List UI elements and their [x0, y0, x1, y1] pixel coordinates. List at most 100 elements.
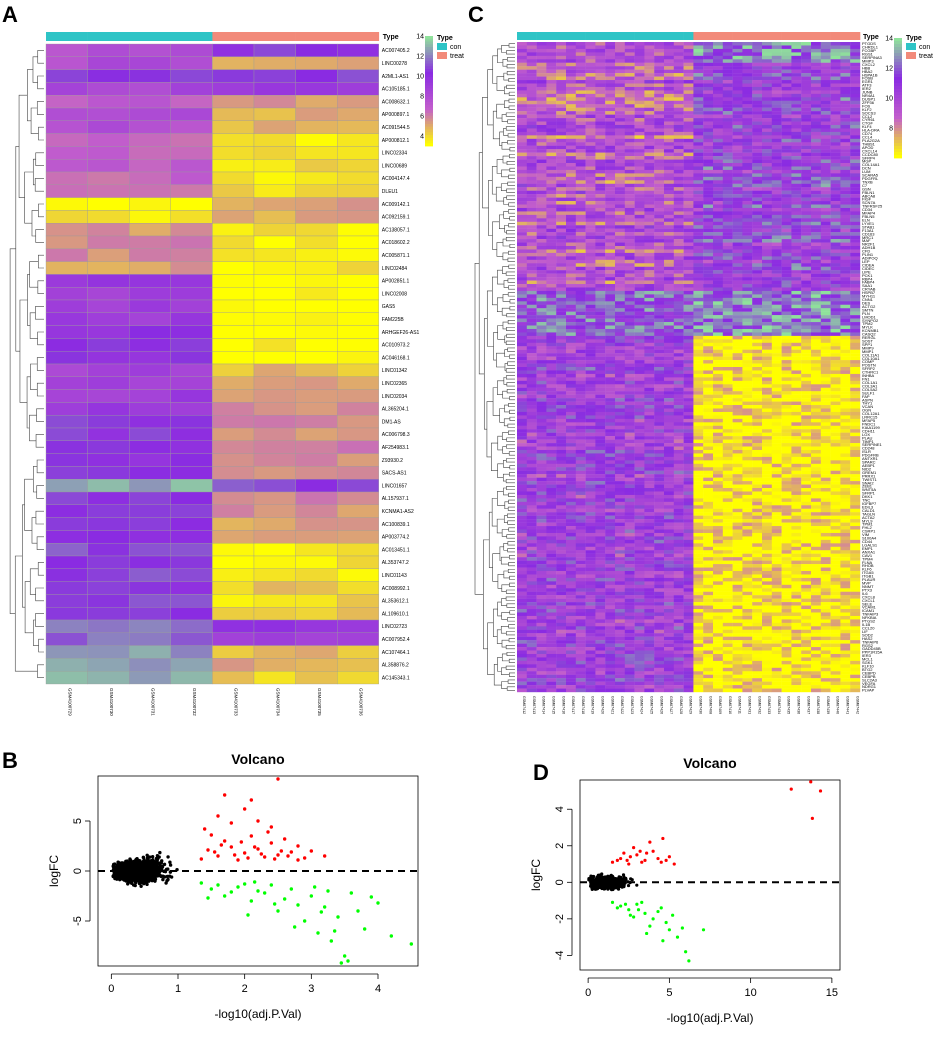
heatmap-cell — [742, 69, 753, 74]
heatmap-cell — [566, 235, 576, 240]
heatmap-cell — [170, 619, 213, 633]
heatmap-cell — [546, 456, 557, 461]
heatmap-cell — [615, 221, 625, 226]
heatmap-cell — [664, 360, 674, 364]
heatmap-cell — [820, 187, 831, 191]
heatmap-cell — [820, 183, 831, 188]
heatmap-cell — [781, 245, 792, 250]
heatmap-cell — [673, 138, 684, 143]
heatmap-cell — [742, 380, 753, 385]
heatmap-cell — [713, 315, 723, 319]
legend-color-step — [425, 74, 433, 78]
heatmap-cell — [850, 446, 861, 451]
heatmap-cell — [801, 104, 812, 108]
heatmap-cell — [840, 277, 851, 281]
heatmap-cell — [850, 204, 861, 209]
heatmap-cell — [830, 163, 841, 167]
heatmap-cell — [850, 121, 861, 126]
heatmap-cell — [811, 405, 821, 409]
heatmap-cell — [850, 449, 861, 454]
heatmap-cell — [840, 301, 851, 305]
heatmap-cell — [683, 311, 694, 316]
heatmap-cell — [830, 190, 841, 195]
heatmap-cell — [703, 107, 714, 112]
heatmap-cell — [624, 346, 635, 350]
heatmap-cell — [615, 104, 625, 108]
row-dendrogram-a — [36, 536, 44, 550]
heatmap-cell — [722, 97, 733, 101]
gene-label: FIGF — [862, 197, 872, 202]
heatmap-cell — [337, 261, 379, 275]
heatmap-cell — [526, 311, 537, 316]
heatmap-cell — [546, 159, 557, 164]
heatmap-cell — [673, 42, 684, 46]
heatmap-cell — [732, 401, 743, 406]
heatmap-cell — [575, 328, 586, 333]
heatmap-cell — [713, 252, 723, 257]
heatmap-cell — [673, 239, 684, 243]
heatmap-cell — [722, 290, 733, 295]
heatmap-cell — [536, 173, 547, 178]
heatmap-cell — [664, 232, 674, 236]
heatmap-cell — [673, 408, 684, 413]
heatmap-cell — [654, 235, 665, 240]
heatmap-cell — [517, 111, 527, 115]
heatmap-cell — [781, 256, 792, 261]
heatmap-cell — [595, 245, 606, 250]
heatmap-cell — [722, 373, 733, 378]
heatmap-cell — [634, 221, 645, 226]
heatmap-cell — [634, 290, 645, 295]
heatmap-cell — [654, 55, 665, 60]
heatmap-cell — [713, 304, 723, 309]
heatmap-cell — [742, 194, 753, 198]
gene-label: AC009142.1 — [382, 202, 410, 208]
heatmap-cell — [546, 380, 557, 385]
heatmap-cell — [791, 425, 802, 430]
heatmap-cell — [664, 235, 674, 240]
heatmap-cell — [517, 93, 527, 98]
heatmap-cell — [585, 169, 596, 174]
heatmap-cell — [752, 239, 763, 243]
heatmap-cell — [713, 69, 723, 74]
heatmap-cell — [170, 56, 213, 70]
heatmap-cell — [722, 266, 733, 271]
heatmap-cell — [526, 252, 537, 257]
heatmap-cell — [752, 228, 763, 233]
heatmap-cell — [752, 346, 763, 350]
heatmap-cell — [830, 45, 841, 50]
heatmap-cell — [605, 373, 616, 378]
heatmap-cell — [850, 259, 861, 264]
heatmap-cell — [575, 266, 586, 271]
heatmap-cell — [762, 252, 772, 257]
heatmap-cell — [595, 138, 606, 143]
heatmap-cell — [585, 325, 596, 330]
heatmap-cell — [624, 446, 635, 451]
heatmap-cell — [585, 55, 596, 60]
heatmap-cell — [752, 121, 763, 126]
heatmap-cell — [536, 121, 547, 126]
heatmap-cell — [830, 225, 841, 229]
heatmap-cell — [791, 242, 802, 247]
heatmap-cell — [762, 152, 772, 157]
heatmap-cell — [683, 349, 694, 354]
heatmap-cell — [830, 367, 841, 371]
heatmap-cell — [703, 66, 714, 70]
heatmap-cell — [801, 83, 812, 88]
heatmap-cell — [615, 363, 625, 368]
heatmap-cell — [556, 207, 567, 212]
heatmap-cell — [850, 42, 861, 46]
heatmap-cell — [536, 270, 547, 274]
heatmap-cell — [722, 131, 733, 136]
heatmap-cell — [820, 439, 831, 444]
legend-color-step — [425, 44, 433, 48]
heatmap-cell — [566, 197, 576, 202]
heatmap-cell — [683, 284, 694, 288]
heatmap-cell — [811, 311, 821, 316]
heatmap-cell — [693, 86, 704, 91]
heatmap-cell — [820, 232, 831, 236]
heatmap-cell — [664, 104, 674, 108]
heatmap-cell — [575, 270, 586, 274]
heatmap-cell — [791, 322, 802, 326]
heatmap-cell — [732, 235, 743, 240]
heatmap-cell — [644, 398, 655, 402]
